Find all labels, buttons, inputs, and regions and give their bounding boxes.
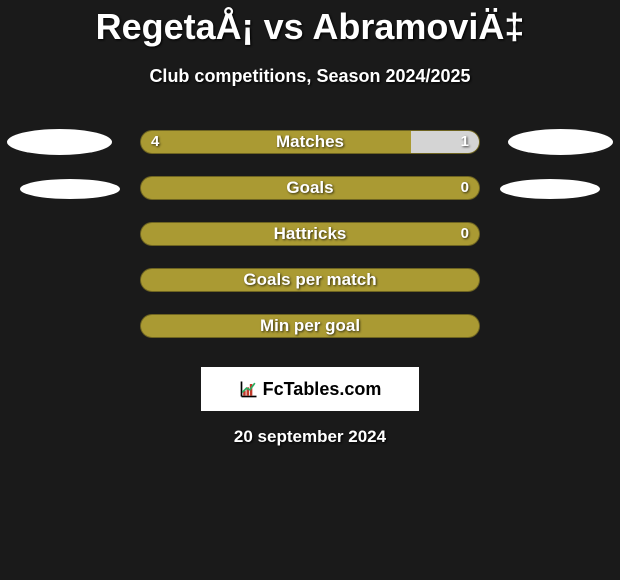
date-text: 20 september 2024 — [0, 427, 620, 447]
stat-row: Goals per match — [0, 265, 620, 311]
stat-bar: Goals per match — [140, 268, 480, 292]
stat-row: Matches4 1 — [0, 127, 620, 173]
stat-left-value: 4 — [151, 131, 159, 153]
subtitle: Club competitions, Season 2024/2025 — [0, 66, 620, 87]
stat-label: Goals per match — [141, 269, 479, 291]
stat-bar: Min per goal — [140, 314, 480, 338]
stat-bar: Hattricks0 — [140, 222, 480, 246]
ellipse-right — [508, 129, 613, 155]
stat-right-value: 0 — [461, 223, 469, 245]
stat-right-value: 0 — [461, 177, 469, 199]
page-title: RegetaÅ¡ vs AbramoviÄ‡ — [0, 0, 620, 48]
stat-bar: Matches4 1 — [140, 130, 480, 154]
stat-right-value: 1 — [461, 131, 469, 153]
ellipse-right — [500, 179, 600, 199]
ellipse-left — [20, 179, 120, 199]
ellipse-left — [7, 129, 112, 155]
stat-row: Goals0 — [0, 173, 620, 219]
stat-label: Matches — [141, 131, 479, 153]
stat-row: Hattricks0 — [0, 219, 620, 265]
stat-row: Min per goal — [0, 311, 620, 357]
comparison-rows: Matches41Goals0Hattricks0Goals per match… — [0, 127, 620, 357]
logo-box: FcTables.com — [201, 367, 419, 411]
stat-label: Hattricks — [141, 223, 479, 245]
stat-label: Goals — [141, 177, 479, 199]
logo: FcTables.com — [239, 379, 382, 400]
chart-icon — [239, 379, 259, 399]
logo-text: FcTables.com — [263, 379, 382, 400]
stat-bar: Goals0 — [140, 176, 480, 200]
stat-label: Min per goal — [141, 315, 479, 337]
